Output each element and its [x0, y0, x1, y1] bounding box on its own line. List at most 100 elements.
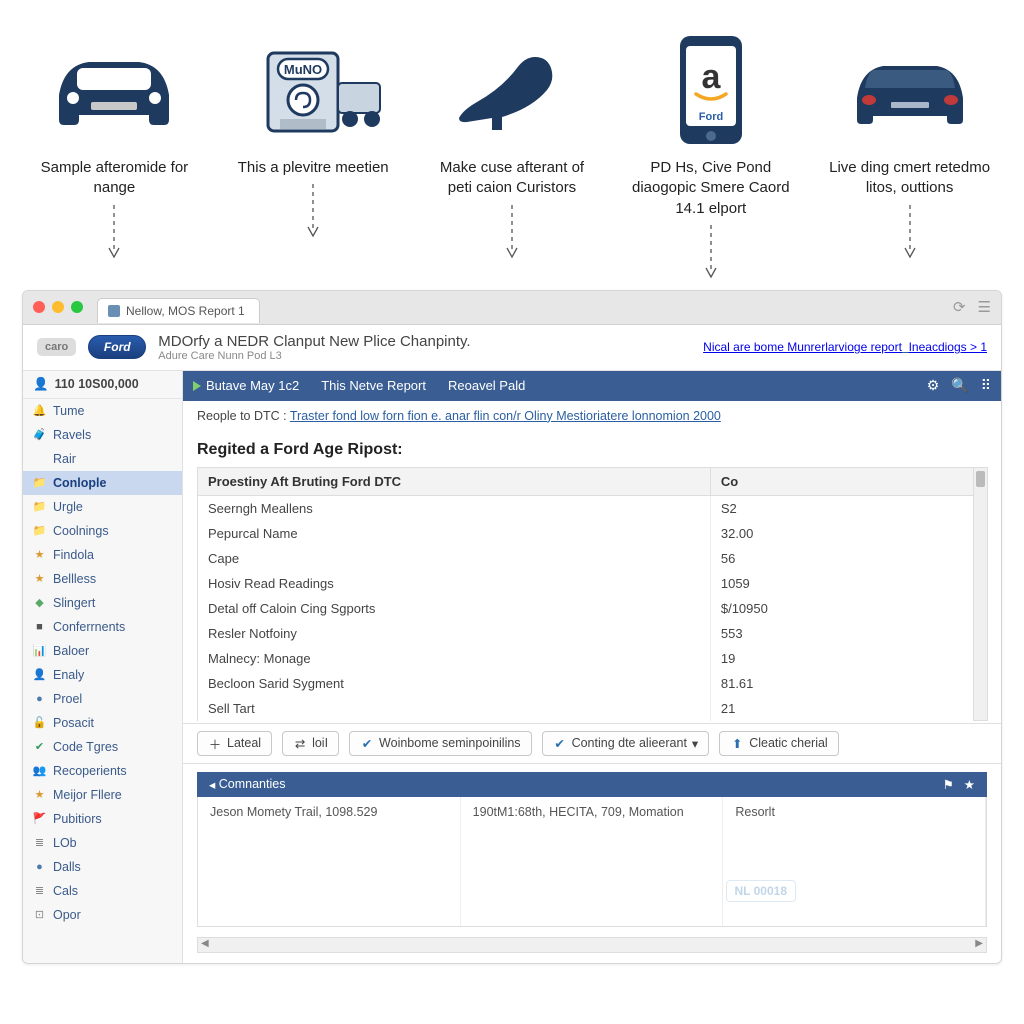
table-cell: Hosiv Read Readings [198, 571, 711, 596]
comments-panel-title: Comnanties [219, 777, 286, 791]
table-cell: 19 [710, 646, 986, 671]
btn-loil[interactable]: ⇄loiI [282, 731, 339, 756]
grid-icon[interactable]: ⠿ [981, 377, 991, 394]
sidebar-item-label: Bellless [53, 572, 96, 586]
sidebar-item-label: Conferrnents [53, 620, 125, 634]
sidebar-item[interactable]: 📁Urgle [23, 495, 182, 519]
feature-2-label: This a plevitre meetien [238, 158, 389, 178]
table-cell: Becloon Sarid Sygment [198, 671, 711, 696]
sidebar-item-label: Posacit [53, 716, 94, 730]
table-cell: S2 [710, 495, 986, 521]
sidebar-item[interactable]: 📊Baloer [23, 639, 182, 663]
sidebar-item[interactable]: 👤Enaly [23, 663, 182, 687]
btn-lateal[interactable]: ＋Lateal [197, 731, 272, 756]
sidebar-item-icon: ★ [33, 572, 46, 585]
flag-icon[interactable]: ⚑ [943, 777, 954, 792]
sidebar-item[interactable]: ★Meijor Fllere [23, 783, 182, 807]
sidebar-item[interactable]: 🔓Posacit [23, 711, 182, 735]
table-cell: Pepurcal Name [198, 521, 711, 546]
minimize-icon[interactable] [52, 301, 64, 313]
sidebar-item-label: LOb [53, 836, 77, 850]
table-row[interactable]: Seerngh MeallensS2 [198, 495, 987, 521]
action-run[interactable]: Butave May 1c2 [193, 378, 299, 393]
table-row[interactable]: Detal off Caloin Cing Sgports$/10950 [198, 596, 987, 621]
traffic-lights [33, 301, 83, 313]
table-row[interactable]: Cape56 [198, 546, 987, 571]
sidebar-item-icon: 🧳 [33, 428, 46, 441]
btn-conting[interactable]: ✔Conting dte alieerant▾ [542, 731, 710, 756]
maximize-icon[interactable] [71, 301, 83, 313]
sidebar-item-label: Opor [53, 908, 81, 922]
sidebar-item-label: Coolnings [53, 524, 109, 538]
action-receive[interactable]: Reoavel Pald [448, 378, 525, 393]
feature-5-label: Live ding cmert retedmo litos, outtions [825, 158, 994, 199]
sidebar-item[interactable]: ■Conferrnents [23, 615, 182, 639]
sidebar-item[interactable]: ✔Code Tgres [23, 735, 182, 759]
table-row[interactable]: Resler Notfoiny553 [198, 621, 987, 646]
horizontal-scrollbar[interactable] [197, 937, 987, 953]
car-front-icon [39, 30, 189, 150]
breadcrumb: Reople to DTC : Traster fond low forn fi… [183, 401, 1001, 431]
header-link-2[interactable]: Ineacdiogs > 1 [909, 340, 987, 354]
sidebar-item[interactable]: ≣Cals [23, 879, 182, 903]
table-cell: 32.00 [710, 521, 986, 546]
sidebar-item[interactable]: ★Findola [23, 543, 182, 567]
btn-cleatic-label: Cleatic cherial [749, 736, 828, 750]
sidebar-item[interactable]: ⊡Opor [23, 903, 182, 927]
sidebar-item[interactable]: 🚩Pubitiors [23, 807, 182, 831]
sidebar-item[interactable]: 👥Recoperients [23, 759, 182, 783]
btn-cleatic[interactable]: ⬆Cleatic cherial [719, 731, 839, 756]
sidebar-item-icon: ≣ [33, 884, 46, 897]
sidebar-item[interactable]: ●Dalls [23, 855, 182, 879]
table-row[interactable]: Hosiv Read Readings1059 [198, 571, 987, 596]
action-receive-label: Reoavel Pald [448, 378, 525, 393]
action-bar: Butave May 1c2 This Netve Report Reoavel… [183, 371, 1001, 401]
action-report[interactable]: This Netve Report [321, 378, 426, 393]
table-cell: Cape [198, 546, 711, 571]
sidebar-item[interactable]: ★ Bellless [23, 567, 182, 591]
sidebar-item[interactable]: ◆Slingert [23, 591, 182, 615]
chevron-left-icon[interactable]: ◂ [209, 777, 215, 792]
sidebar-item-label: Tume [53, 404, 85, 418]
table-cell: 56 [710, 546, 986, 571]
btn-woinbome[interactable]: ✔Woinbome seminpoinilins [349, 731, 532, 756]
dash-arrow-icon [904, 205, 916, 260]
menu-icon[interactable]: ☰ [978, 298, 991, 316]
globe-icon[interactable]: ⚙ [927, 377, 940, 394]
browser-tab[interactable]: Nellow, MOS Report 1 [97, 298, 260, 323]
vertical-scrollbar[interactable] [973, 467, 988, 721]
sidebar-item[interactable]: 📁Conlople [23, 471, 182, 495]
col-header-2[interactable]: Co [710, 467, 986, 495]
header-link-1[interactable]: Nical are bome Munrerlarvioge report [703, 340, 902, 354]
sidebar-item-icon: 📊 [33, 644, 46, 657]
play-icon [193, 381, 201, 391]
close-icon[interactable] [33, 301, 45, 313]
table-row[interactable]: Becloon Sarid Sygment81.61 [198, 671, 987, 696]
sidebar-item[interactable]: 📁Coolnings [23, 519, 182, 543]
search-icon[interactable]: 🔍 [951, 377, 968, 394]
svg-text:Ford: Ford [699, 111, 723, 123]
feature-5: Live ding cmert retedmo litos, outtions [825, 30, 994, 280]
sidebar-item[interactable]: 🔔 Tume [23, 399, 182, 423]
chevron-down-icon: ▾ [692, 736, 698, 751]
car-rear-icon [835, 30, 985, 150]
sidebar-item[interactable]: 🧳Ravels [23, 423, 182, 447]
table-row[interactable]: Pepurcal Name32.00 [198, 521, 987, 546]
sidebar-item-icon: 🔔 [33, 404, 46, 417]
feature-3: Make cuse afterant of peti caion Curisto… [428, 30, 597, 280]
sidebar-item[interactable]: ≣ LOb [23, 831, 182, 855]
star-icon[interactable]: ★ [964, 777, 975, 792]
col-header-1[interactable]: Proestiny Aft Bruting Ford DTC [198, 467, 711, 495]
feature-1: Sample afteromide for nange [30, 30, 199, 280]
sidebar-item-label: Findola [53, 548, 94, 562]
table-row[interactable]: Sell Tart21 [198, 696, 987, 721]
tab-title: Nellow, MOS Report 1 [126, 304, 245, 318]
reload-icon[interactable]: ⟳ [953, 298, 966, 316]
sidebar-item[interactable]: ●Proel [23, 687, 182, 711]
content-area: Butave May 1c2 This Netve Report Reoavel… [183, 371, 1001, 963]
sidebar-item[interactable]: Rair [23, 447, 182, 471]
table-row[interactable]: Malnecy: Monage19 [198, 646, 987, 671]
sidebar-item-icon: ≣ [33, 836, 46, 849]
crumb-link[interactable]: Traster fond low forn fion e. anar flin … [290, 409, 721, 423]
table-cell: Seerngh Meallens [198, 495, 711, 521]
